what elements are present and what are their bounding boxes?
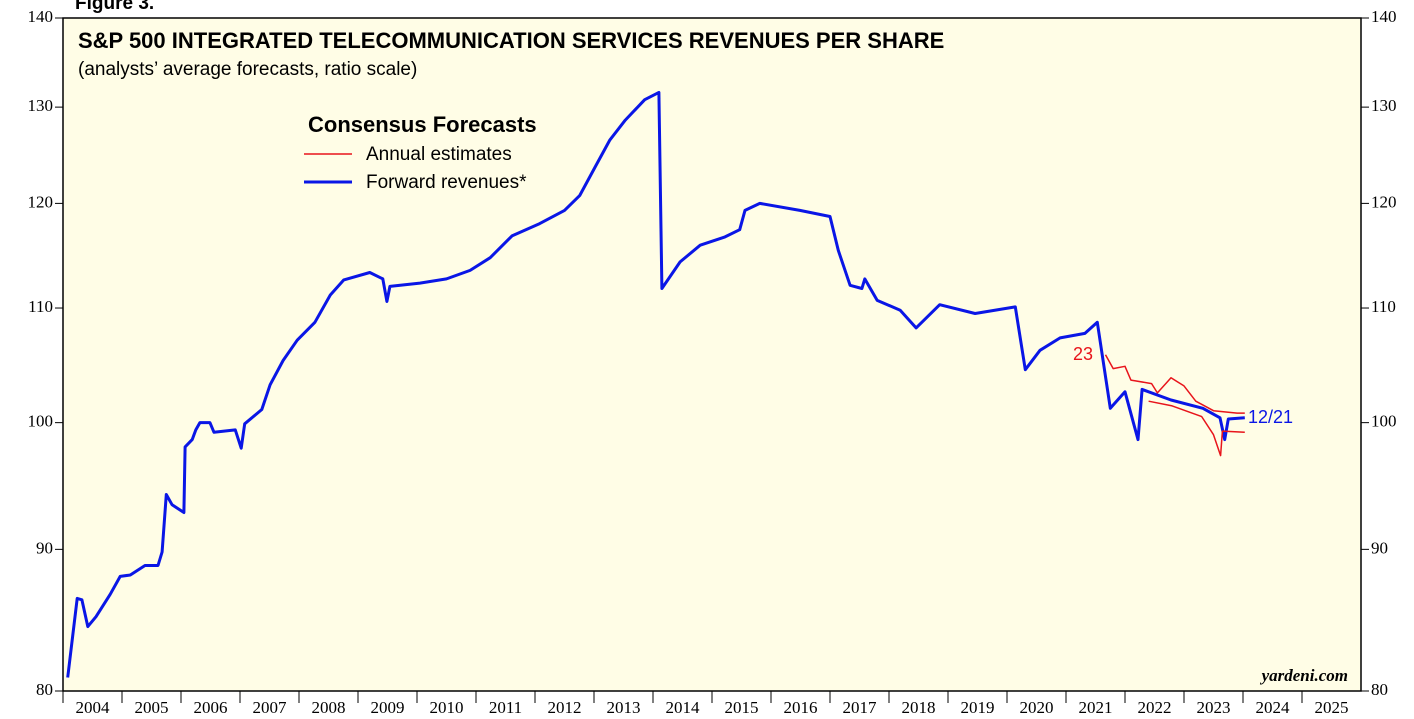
- y-tick-label: 90: [36, 538, 53, 557]
- source: yardeni.com: [1260, 666, 1348, 685]
- chart-subtitle: (analysts’ average forecasts, ratio scal…: [78, 59, 417, 80]
- x-tick-label: 2010: [430, 698, 464, 717]
- chart-title: S&P 500 INTEGRATED TELECOMMUNICATION SER…: [78, 28, 944, 53]
- x-tick-label: 2021: [1079, 698, 1113, 717]
- x-tick-label: 2018: [902, 698, 936, 717]
- x-tick-label: 2009: [371, 698, 405, 717]
- x-tick-label: 2017: [843, 698, 878, 717]
- y2-tick-label: 80: [1371, 680, 1388, 699]
- y-tick-label: 140: [28, 7, 54, 26]
- x-tick-label: 2006: [194, 698, 228, 717]
- y-tick-label: 130: [28, 96, 54, 115]
- y-tick-label: 120: [28, 192, 54, 211]
- x-tick-label: 2016: [784, 698, 818, 717]
- y2-tick-label: 130: [1371, 96, 1397, 115]
- y2-tick-label: 110: [1371, 297, 1396, 316]
- x-tick-label: 2012: [548, 698, 582, 717]
- series-line: [66, 90, 1245, 678]
- y2-tick-label: 140: [1371, 7, 1397, 26]
- x-tick-label: 2013: [607, 698, 641, 717]
- plot-area: [62, 17, 1362, 692]
- y-tick-label: 100: [28, 412, 54, 431]
- x-tick-label: 2007: [253, 698, 288, 717]
- x-tick-label: 2011: [489, 698, 522, 717]
- y2-tick-label: 90: [1371, 538, 1388, 557]
- annotation: 23: [1073, 344, 1093, 364]
- series-line: [1104, 354, 1245, 457]
- y2-tick-label: 120: [1371, 192, 1397, 211]
- x-tick-label: 2019: [961, 698, 995, 717]
- y2-tick-label: 100: [1371, 412, 1397, 431]
- annotation: 12/21: [1248, 407, 1293, 427]
- legend-label: Annual estimates: [366, 144, 512, 165]
- x-tick-label: 2008: [312, 698, 346, 717]
- x-tick-label: 2020: [1020, 698, 1054, 717]
- y-tick-label: 110: [28, 297, 53, 316]
- y-tick-label: 80: [36, 680, 53, 699]
- x-tick-label: 2005: [135, 698, 169, 717]
- x-tick-label: 2023: [1197, 698, 1231, 717]
- legend-label: Forward revenues*: [366, 172, 527, 193]
- x-tick-label: 2024: [1256, 698, 1291, 717]
- x-tick-label: 2014: [666, 698, 701, 717]
- x-tick-label: 2015: [725, 698, 759, 717]
- legend-title: Consensus Forecasts: [308, 112, 537, 137]
- x-tick-label: 2004: [76, 698, 111, 717]
- x-tick-label: 2025: [1315, 698, 1349, 717]
- x-tick-label: 2022: [1138, 698, 1172, 717]
- figure-label: Figure 3.: [75, 0, 154, 14]
